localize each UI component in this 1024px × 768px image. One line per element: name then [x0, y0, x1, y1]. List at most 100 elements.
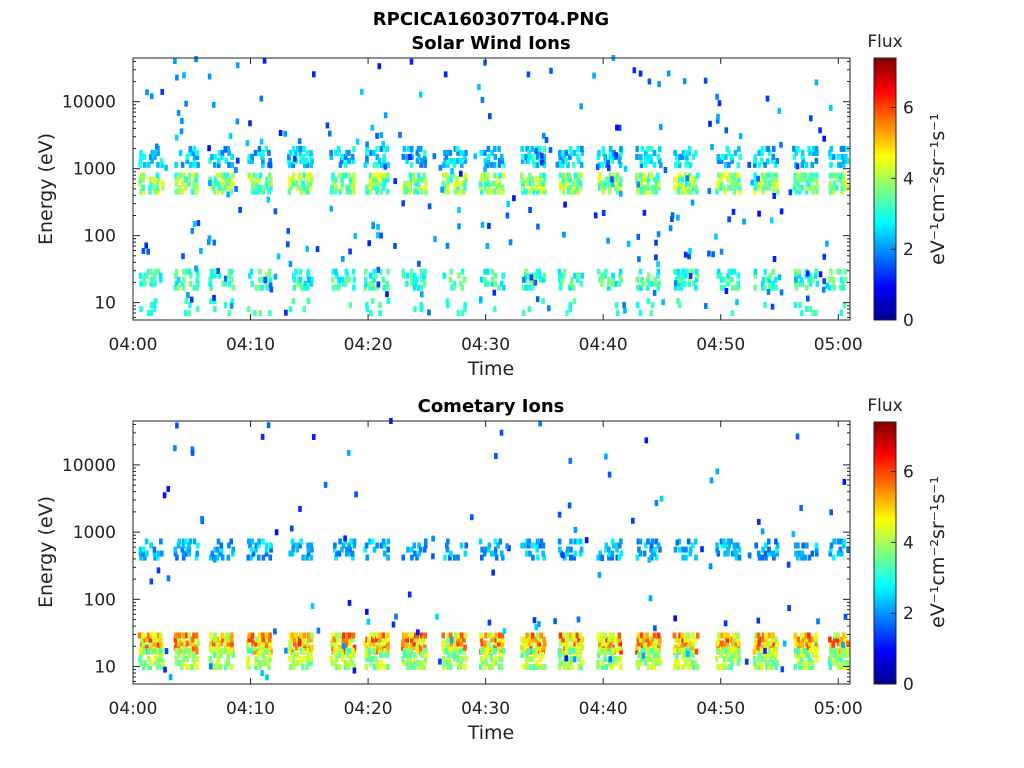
flux-cell [478, 180, 483, 187]
flux-cell [643, 542, 648, 549]
flux-cell [492, 289, 497, 296]
flux-cell [485, 647, 490, 654]
flux-cell [498, 184, 502, 191]
flux-cell [648, 595, 653, 602]
flux-cell [688, 640, 692, 647]
flux-cell [352, 644, 357, 651]
flux-cell [212, 184, 216, 191]
flux-cell [531, 647, 535, 654]
flux-cell [610, 157, 615, 164]
flux-cell [619, 176, 623, 183]
flux-cell [676, 268, 680, 275]
flux-cell [558, 636, 563, 643]
flux-cell [775, 659, 780, 666]
flux-cell [422, 280, 427, 287]
flux-cell [573, 651, 578, 658]
flux-cell [795, 163, 800, 170]
flux-cell [543, 640, 547, 647]
flux-cell [691, 268, 695, 275]
flux-cell [829, 268, 833, 275]
flux-cell [146, 647, 151, 654]
flux-cell [536, 554, 540, 561]
flux-cell [512, 195, 516, 202]
flux-cell [811, 188, 816, 195]
flux-cell [524, 659, 529, 666]
flux-cell [159, 640, 163, 647]
flux-cell [815, 644, 820, 651]
flux-cell [149, 153, 153, 160]
flux-cell [732, 188, 737, 195]
flux-cell [773, 276, 778, 283]
flux-cell [527, 647, 531, 654]
flux-cell [382, 145, 387, 152]
flux-cell [541, 550, 545, 557]
flux-cell [448, 659, 452, 666]
flux-cell [456, 180, 460, 187]
flux-cell [141, 550, 145, 557]
flux-cell [558, 276, 562, 283]
flux-cell [415, 188, 420, 195]
flux-cell [524, 153, 529, 160]
flux-cell [423, 161, 427, 168]
flux-cell [337, 276, 341, 283]
flux-cell [151, 184, 156, 191]
flux-cell [635, 648, 639, 655]
flux-cell [478, 184, 483, 191]
flux-cell [159, 655, 164, 662]
flux-cell [659, 124, 663, 131]
flux-cell [376, 223, 380, 230]
flux-cell [733, 655, 737, 662]
flux-cell [693, 149, 698, 156]
flux-cell [535, 153, 540, 160]
flux-cell [273, 628, 277, 635]
flux-cell [344, 640, 349, 647]
flux-cell [368, 640, 372, 647]
flux-cell [800, 161, 805, 168]
flux-cell [156, 636, 161, 643]
flux-cell [422, 276, 427, 283]
flux-cell [747, 552, 752, 559]
flux-cell [141, 184, 145, 191]
flux-cell [251, 180, 255, 187]
flux-cell [694, 184, 698, 191]
flux-cell [524, 655, 529, 662]
flux-cell [767, 284, 772, 291]
flux-cell [525, 550, 529, 557]
flux-cell [291, 659, 295, 666]
flux-cell [839, 640, 843, 647]
flux-cell [527, 538, 531, 545]
flux-cell [726, 176, 730, 183]
flux-cell [368, 280, 373, 287]
flux-cell [192, 221, 197, 227]
flux-cell [409, 149, 414, 156]
flux-cell [341, 636, 346, 643]
flux-cell [774, 636, 778, 643]
flux-cell [638, 550, 643, 557]
flux-cell [638, 636, 643, 643]
flux-cell [381, 140, 385, 147]
flux-cell [274, 529, 279, 536]
flux-cell [690, 199, 695, 206]
flux-cell [284, 647, 288, 654]
flux-cell [619, 190, 623, 197]
flux-cell [841, 145, 846, 152]
flux-cell [791, 531, 796, 538]
flux-cell [530, 640, 535, 647]
flux-cell [331, 632, 335, 639]
flux-cell [142, 664, 146, 670]
flux-cell [379, 161, 384, 168]
flux-cell [294, 149, 298, 156]
flux-cell [839, 651, 844, 658]
flux-cell [557, 664, 562, 670]
flux-cell [379, 145, 384, 152]
flux-cell [177, 659, 182, 666]
flux-cell [572, 656, 577, 663]
flux-cell [306, 644, 311, 651]
flux-cell [777, 274, 782, 281]
flux-cell [212, 648, 216, 655]
flux-cell [175, 554, 179, 561]
flux-cell [147, 655, 151, 662]
flux-cell [614, 176, 619, 183]
flux-cell [828, 550, 833, 557]
flux-cell [174, 134, 179, 141]
